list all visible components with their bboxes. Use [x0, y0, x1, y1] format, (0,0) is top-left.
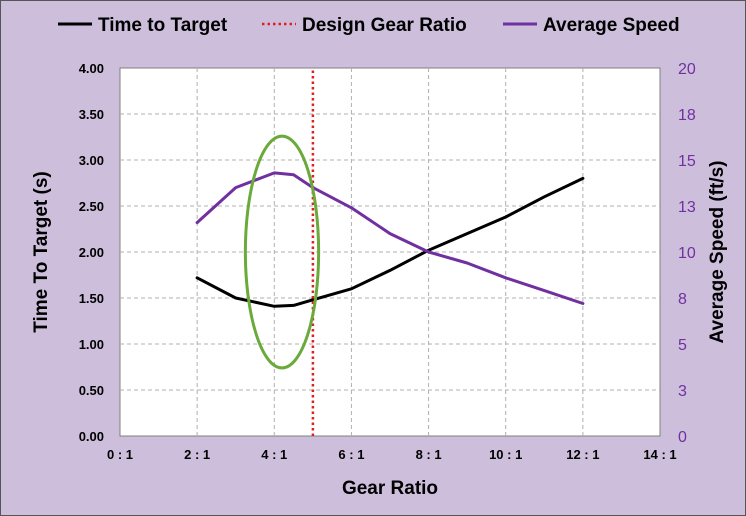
legend-label-time-to-target: Time to Target	[98, 15, 228, 36]
y2-tick-label: 20	[678, 61, 696, 78]
x-axis-title: Gear Ratio	[342, 478, 438, 499]
x-tick-label: 2 : 1	[184, 447, 210, 462]
y-tick-label: 1.50	[79, 291, 104, 306]
x-tick-label: 10 : 1	[489, 447, 522, 462]
y2-tick-label: 0	[678, 429, 687, 446]
x-tick-label: 8 : 1	[416, 447, 442, 462]
y-tick-label: 0.00	[79, 429, 104, 444]
legend-label-design-gear-ratio: Design Gear Ratio	[302, 15, 467, 36]
annotation-layer	[243, 134, 321, 370]
x-tick-label: 6 : 1	[338, 447, 364, 462]
tick-layer: 0.00 0.50 1.00 1.50 2.00 2.50 3.00 3.50 4.00 0 3 5 8…	[79, 61, 696, 462]
series-layer	[195, 68, 585, 436]
y2-tick-label: 18	[678, 107, 696, 124]
x-tick-label: 14 : 1	[643, 447, 676, 462]
y2-tick-label: 10	[678, 245, 696, 262]
y-tick-label: 0.50	[79, 383, 104, 398]
y-tick-label: 2.00	[79, 245, 104, 260]
series-line-2	[195, 171, 585, 305]
y-tick-label: 3.50	[79, 107, 104, 122]
series-line-0	[195, 176, 585, 308]
legend-label-average-speed: Average Speed	[543, 15, 680, 36]
x-tick-label: 4 : 1	[261, 447, 287, 462]
y2-tick-label: 8	[678, 291, 687, 308]
x-tick-label: 12 : 1	[566, 447, 599, 462]
y2-tick-label: 15	[678, 153, 696, 170]
y-tick-label: 4.00	[79, 61, 104, 76]
y2-axis-title: Average Speed (ft/s)	[707, 160, 728, 343]
y-tick-label: 2.50	[79, 199, 104, 214]
y-tick-label: 1.00	[79, 337, 104, 352]
x-tick-label: 0 : 1	[107, 447, 133, 462]
y2-tick-label: 5	[678, 337, 687, 354]
legend: Time to Target Design Gear Ratio Average…	[58, 15, 680, 36]
y2-tick-label: 3	[678, 383, 687, 400]
y2-tick-label: 13	[678, 199, 696, 216]
y-axis-title: Time To Target (s)	[31, 171, 52, 333]
highlight-ellipse	[243, 134, 321, 370]
y-tick-label: 3.00	[79, 153, 104, 168]
grid-layer	[120, 68, 660, 436]
